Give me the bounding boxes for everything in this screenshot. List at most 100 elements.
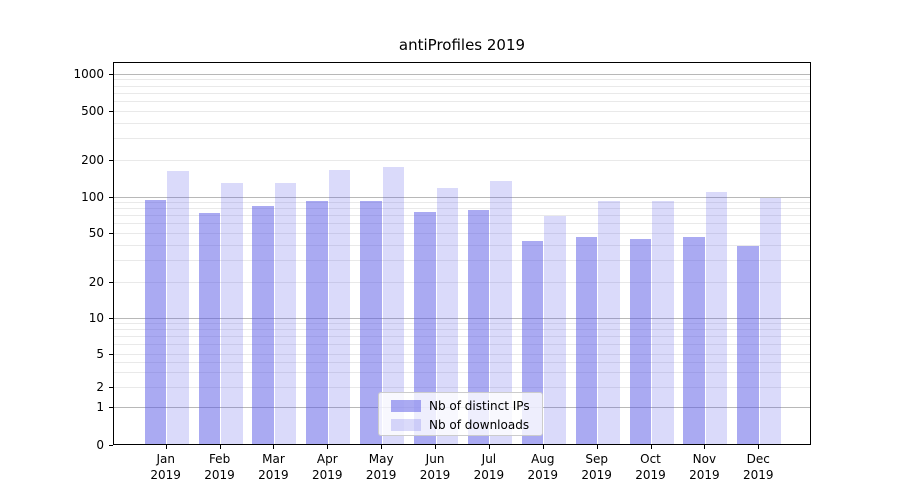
x-tick-mark <box>596 445 598 449</box>
y-tick-mark <box>109 407 113 408</box>
legend: Nb of distinct IPs Nb of downloads <box>378 392 543 436</box>
y-tick-label: 1000 <box>73 66 104 81</box>
minor-gridline <box>114 215 810 217</box>
x-tick-mark <box>488 445 490 449</box>
y-tick-label: 0 <box>96 438 104 452</box>
x-tick-mark <box>327 445 329 449</box>
y-tick-label: 20 <box>88 275 104 289</box>
x-tick-mark <box>435 445 437 449</box>
minor-gridline <box>114 85 810 87</box>
minor-gridline <box>114 260 810 262</box>
bar-downloads-sep <box>598 200 620 444</box>
minor-gridline <box>114 92 810 94</box>
x-tick-label: Sep 2019 <box>581 452 612 482</box>
legend-swatch-distinct-ips <box>391 400 421 412</box>
minor-gridline <box>114 336 810 338</box>
x-tick-label: Apr 2019 <box>312 452 343 482</box>
bar-ips-may <box>360 200 382 444</box>
bar-ips-jan <box>144 199 167 444</box>
bar-downloads-jan <box>167 171 189 444</box>
minor-gridline <box>114 138 810 140</box>
minor-gridline <box>114 160 810 161</box>
x-tick-mark <box>758 445 760 449</box>
bar-downloads-apr <box>328 170 351 444</box>
y-tick-label: 500 <box>81 104 104 118</box>
major-gridline <box>114 73 810 75</box>
bar-ips-nov <box>683 237 705 444</box>
x-tick-mark <box>542 445 544 449</box>
bar-ips-feb <box>198 213 221 444</box>
bar-ips-apr <box>306 200 328 444</box>
x-tick-label: Dec 2019 <box>742 452 774 482</box>
chart-title: antiProfiles 2019 <box>398 36 526 54</box>
bar-ips-jul <box>467 210 490 444</box>
y-tick-mark <box>109 111 113 112</box>
minor-gridline <box>114 223 810 225</box>
minor-gridline <box>114 353 810 355</box>
x-tick-mark <box>165 445 167 449</box>
bar-downloads-aug <box>544 216 566 444</box>
x-tick-label: Mar 2019 <box>258 452 289 482</box>
bar-downloads-may <box>382 167 405 444</box>
y-tick-mark <box>109 160 113 161</box>
minor-gridline <box>114 329 810 331</box>
y-tick-mark <box>109 233 113 234</box>
legend-item-downloads: Nb of downloads <box>379 416 542 434</box>
y-tick-label: 5 <box>96 346 104 361</box>
y-tick-mark <box>109 282 113 283</box>
minor-gridline <box>114 244 810 246</box>
bar-downloads-feb <box>221 182 243 444</box>
x-tick-label: Oct 2019 <box>635 452 666 482</box>
bar-downloads-dec <box>759 197 782 444</box>
y-tick-label: 1 <box>96 400 104 414</box>
y-tick-mark <box>109 196 113 198</box>
bar-ips-sep <box>575 237 598 444</box>
major-gridline <box>114 196 810 198</box>
y-tick-mark <box>109 317 113 319</box>
x-tick-label: Aug 2019 <box>527 452 559 482</box>
bar-ips-dec <box>737 246 759 444</box>
x-tick-label: Feb 2019 <box>204 452 235 482</box>
x-tick-label: Nov 2019 <box>689 452 720 482</box>
bar-ips-jun <box>414 211 436 444</box>
minor-gridline <box>114 344 810 346</box>
minor-gridline <box>114 372 810 374</box>
minor-gridline <box>114 208 810 210</box>
minor-gridline <box>114 101 810 103</box>
y-tick-mark <box>109 73 113 75</box>
minor-gridline <box>114 282 810 283</box>
y-tick-label: 200 <box>81 153 104 167</box>
minor-gridline <box>114 202 810 204</box>
x-tick-label: Jun 2019 <box>419 452 451 482</box>
bar-downloads-jun <box>436 188 459 444</box>
y-tick-label: 50 <box>88 226 104 240</box>
minor-gridline <box>114 361 810 363</box>
bar-ips-oct <box>629 238 652 444</box>
bar-downloads-mar <box>274 183 297 444</box>
bar-ips-mar <box>252 205 274 444</box>
y-tick-mark <box>109 353 113 355</box>
x-tick-mark <box>704 445 706 449</box>
y-tick-label: 100 <box>81 189 104 204</box>
bar-downloads-jul <box>490 181 512 444</box>
x-tick-label: Jan 2019 <box>150 452 181 482</box>
x-tick-mark <box>273 445 275 449</box>
major-gridline <box>114 317 810 319</box>
legend-label-downloads: Nb of downloads <box>429 418 530 432</box>
legend-swatch-downloads <box>391 419 421 431</box>
x-tick-mark <box>650 445 652 449</box>
plot-area <box>113 62 811 445</box>
legend-label-distinct-ips: Nb of distinct IPs <box>429 399 530 413</box>
x-tick-label: Jul 2019 <box>473 452 505 482</box>
x-tick-mark <box>381 445 383 449</box>
x-tick-label: May 2019 <box>365 452 397 482</box>
minor-gridline <box>114 79 810 81</box>
minor-gridline <box>114 233 810 234</box>
y-tick-mark <box>109 445 113 446</box>
bar-downloads-nov <box>705 192 728 444</box>
y-tick-label: 10 <box>88 310 104 325</box>
minor-gridline <box>114 122 810 124</box>
minor-gridline <box>114 387 810 388</box>
minor-gridline <box>114 111 810 112</box>
